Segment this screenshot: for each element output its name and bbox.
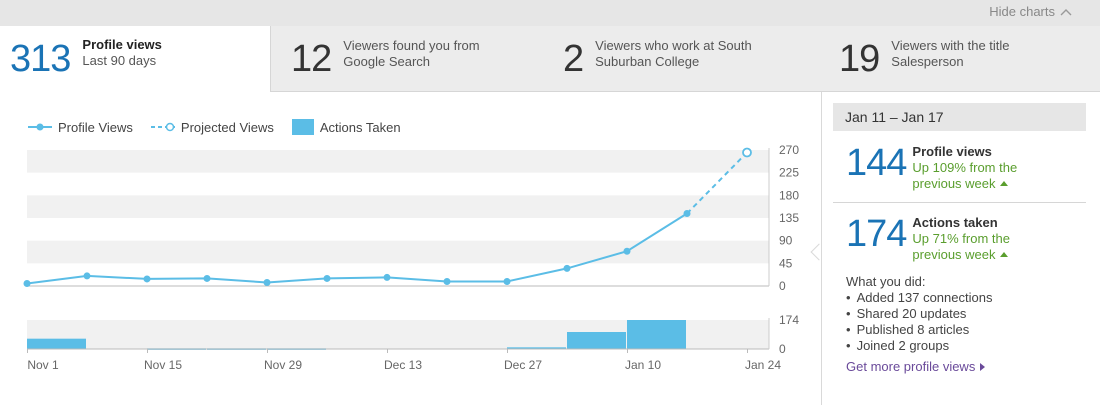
y-tick-label: 270 <box>779 143 799 157</box>
caret-right-icon <box>980 362 986 371</box>
list-item: Added 137 connections <box>846 290 993 306</box>
data-point <box>683 209 691 217</box>
chevron-up-icon <box>1060 8 1072 15</box>
chart-points <box>23 147 752 287</box>
up-arrow-icon <box>999 252 1008 257</box>
y-tick-label: 135 <box>779 211 799 225</box>
up-arrow-icon <box>999 181 1008 186</box>
list-item: Joined 2 groups <box>846 338 992 354</box>
tab-title: Profile views <box>82 37 162 52</box>
legend-label: Profile Views <box>58 119 133 135</box>
data-point <box>263 278 271 286</box>
x-tick-label: Nov 29 <box>264 358 302 372</box>
y-tick-label-actions: 0 <box>779 342 786 356</box>
stat-change: Up 109% from the previous week <box>912 160 1018 191</box>
tab-subtitle: Salesperson <box>891 53 964 69</box>
hide-charts-button[interactable]: Hide charts <box>989 4 1072 19</box>
tab-google-search[interactable]: 12 Viewers found you from Google Search <box>271 26 547 92</box>
legend-projected-views[interactable]: Projected Views <box>150 119 274 135</box>
tab-subtitle: Suburban College <box>595 53 700 69</box>
stat-label: Profile views <box>912 144 992 159</box>
list-item: Shared 20 updates <box>846 306 992 322</box>
what-you-did-title: What you did: <box>846 274 926 289</box>
action-bar <box>507 347 566 349</box>
y-tick-labels: 0 45 90 135 180 225 270 0 174 <box>779 143 799 356</box>
x-tick-label: Nov 15 <box>144 358 182 372</box>
chart-axes <box>27 148 770 350</box>
x-tick-label: Dec 13 <box>384 358 422 372</box>
data-point <box>23 279 31 287</box>
divider <box>833 202 1086 203</box>
stat-change: Up 71% from the previous week <box>912 231 1010 262</box>
profile-views-chart: 0 45 90 135 180 225 270 0 174 Nov 1 Nov 15 Nov 29 D… <box>23 143 799 372</box>
grid-band <box>27 240 769 264</box>
data-point <box>503 277 511 285</box>
data-point <box>83 272 91 280</box>
data-point <box>563 264 571 272</box>
dashed-line-marker-icon <box>150 122 175 132</box>
stats-tabs: 313 Profile views Last 90 days 12 Viewer… <box>0 26 1100 92</box>
y-tick-label: 45 <box>779 256 793 270</box>
legend-label: Projected Views <box>180 119 274 135</box>
data-point <box>443 277 451 285</box>
grid-band <box>27 195 769 218</box>
x-tick-label: Jan 24 <box>745 358 781 372</box>
profile-views-count: 144 <box>846 142 907 184</box>
tab-title-viewers[interactable]: 19 Viewers with the title Salesperson <box>823 26 1100 92</box>
tab-title: Viewers who work at South <box>595 37 752 53</box>
x-tick-label: Jan 10 <box>625 358 661 372</box>
tab-number: 2 <box>563 37 584 80</box>
projected-point <box>742 147 752 158</box>
x-tick-label: Dec 27 <box>504 358 542 372</box>
tab-title: Viewers found you from <box>343 37 480 53</box>
data-point <box>623 247 631 255</box>
action-bar <box>567 332 626 349</box>
link-label: Get more profile views <box>846 359 976 374</box>
tab-company-viewers[interactable]: 2 Viewers who work at South Suburban Col… <box>547 26 823 92</box>
tab-title: Viewers with the title <box>891 37 1010 53</box>
chart-legend: Profile Views Projected Views Actions Ta… <box>28 119 419 135</box>
profile-views-line <box>26 212 688 285</box>
actions-taken-count: 174 <box>846 213 907 255</box>
y-tick-label: 0 <box>779 279 786 293</box>
data-point <box>203 274 211 282</box>
y-tick-label: 180 <box>779 188 799 202</box>
data-point <box>143 275 151 283</box>
hide-charts-label: Hide charts <box>989 4 1055 19</box>
x-tick-labels: Nov 1 Nov 15 Nov 29 Dec 13 Dec 27 Jan 10 Jan 2… <box>27 349 781 372</box>
action-bar <box>627 320 686 349</box>
x-tick-label: Nov 1 <box>27 358 59 372</box>
actions-taken-stat: 174 Actions taken Up 71% from the previou… <box>846 215 1010 263</box>
tab-number: 19 <box>839 37 880 80</box>
solid-line-marker-icon <box>28 123 52 131</box>
chart-bands <box>27 150 769 264</box>
y-tick-label-actions: 174 <box>779 313 799 327</box>
top-bar: Hide charts <box>0 0 1100 26</box>
action-bar <box>27 338 86 349</box>
list-item: Published 8 articles <box>846 322 992 338</box>
weekly-summary-panel: Jan 11 – Jan 17 144 Profile views Up 109… <box>821 92 1100 405</box>
legend-label: Actions Taken <box>319 119 401 135</box>
bar-swatch-icon <box>291 119 314 135</box>
tab-subtitle: Google Search <box>343 53 431 69</box>
y-tick-label: 225 <box>779 166 799 180</box>
legend-actions-taken[interactable]: Actions Taken <box>291 119 401 135</box>
data-point <box>323 274 331 282</box>
data-point <box>383 273 391 281</box>
profile-views-stat: 144 Profile views Up 109% from the previo… <box>846 144 1017 192</box>
chart-lines <box>26 151 748 285</box>
date-range: Jan 11 – Jan 17 <box>833 103 1086 131</box>
tab-profile-views[interactable]: 313 Profile views Last 90 days <box>0 26 271 92</box>
get-more-profile-views-link[interactable]: Get more profile views <box>846 359 986 374</box>
activity-list: Added 137 connections Shared 20 updates … <box>846 290 993 354</box>
tab-number: 313 <box>10 38 71 80</box>
tab-subtitle: Last 90 days <box>82 53 157 68</box>
legend-profile-views[interactable]: Profile Views <box>28 120 133 135</box>
grid-band <box>27 150 769 173</box>
what-you-did: What you did: Added 137 connections Shar… <box>846 274 992 354</box>
y-tick-label: 90 <box>779 234 793 248</box>
stat-label: Actions taken <box>912 215 998 230</box>
tab-number: 12 <box>291 37 332 80</box>
